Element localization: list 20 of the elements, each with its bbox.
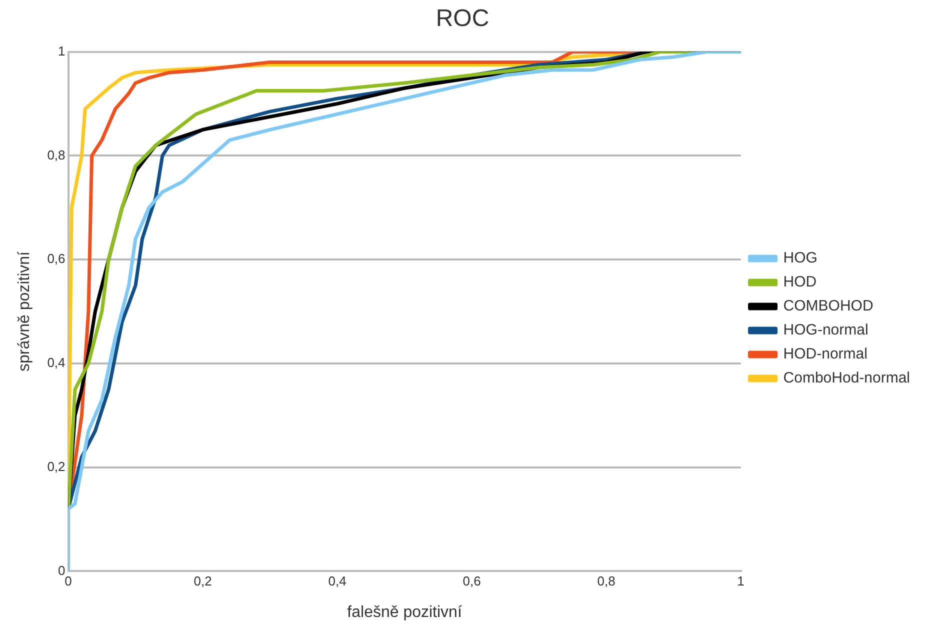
x-tick-label: 0,6: [462, 574, 481, 589]
y-tick-label: 0,8: [47, 147, 66, 162]
x-tick-label: 0,2: [194, 574, 212, 589]
chart-title: ROC: [436, 5, 490, 32]
legend-label: HOG-normal: [783, 322, 868, 339]
legend-label: HOG: [783, 250, 818, 267]
y-tick-label: 0,6: [47, 251, 66, 266]
y-axis-title: správně pozitivní: [16, 250, 34, 372]
y-tick-label: 0: [58, 562, 66, 578]
x-tick-label: 0,8: [597, 574, 616, 589]
y-tick-label: 1: [58, 43, 66, 58]
legend-label: ComboHod-normal: [783, 370, 910, 387]
y-tick-label: 0,4: [47, 355, 66, 370]
x-axis-title: falešně pozitivní: [347, 604, 462, 621]
x-tick-label: 0,4: [328, 574, 346, 589]
x-tick-label: 1: [737, 574, 744, 589]
legend-label: COMBOHOD: [783, 298, 874, 315]
legend-label: HOD-normal: [783, 346, 868, 363]
legend-label: HOD: [783, 274, 817, 291]
y-tick-label: 0,2: [47, 458, 66, 474]
